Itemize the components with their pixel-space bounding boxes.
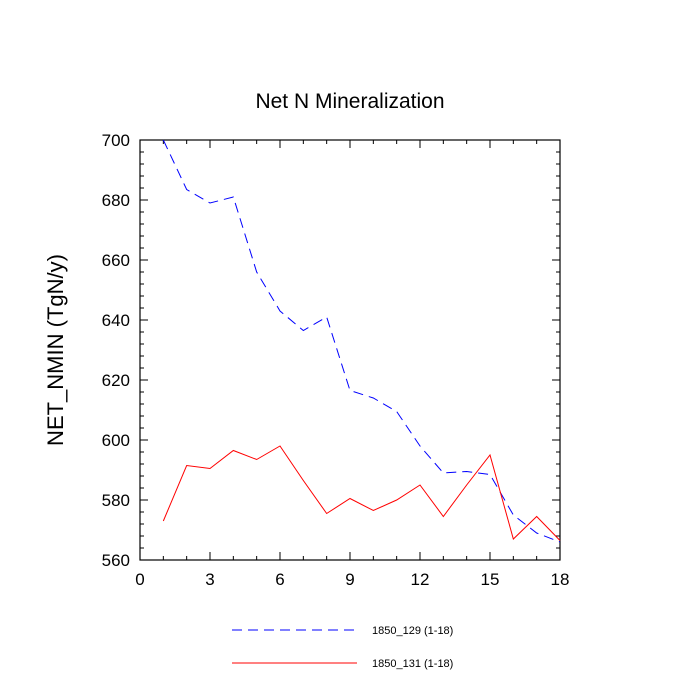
x-tick-label: 6	[275, 570, 284, 589]
series-line-0	[162, 139, 561, 543]
series-line-1	[162, 445, 561, 541]
y-tick-label: 700	[102, 131, 130, 150]
plot-frame	[139, 139, 561, 561]
legend-label-1850-129: 1850_129 (1-18)	[372, 625, 454, 637]
y-axis-label: NET_NMIN (TgN/y)	[43, 254, 68, 446]
x-tick-label: 0	[135, 570, 144, 589]
y-tick-label: 680	[102, 191, 130, 210]
x-tick-label: 3	[205, 570, 214, 589]
x-tick-label: 15	[481, 570, 500, 589]
x-tick-label: 9	[345, 570, 354, 589]
y-tick-label: 580	[102, 491, 130, 510]
y-tick-label: 620	[102, 371, 130, 390]
y-tick-label: 660	[102, 251, 130, 270]
x-tick-label: 12	[411, 570, 430, 589]
x-tick-label: 18	[551, 570, 570, 589]
chart-title: Net N Mineralization	[255, 90, 445, 113]
y-tick-label: 640	[102, 311, 130, 330]
legend-label-1850-131: 1850_131 (1-18)	[372, 658, 454, 670]
y-tick-label: 560	[102, 551, 130, 570]
y-tick-label: 600	[102, 431, 130, 450]
